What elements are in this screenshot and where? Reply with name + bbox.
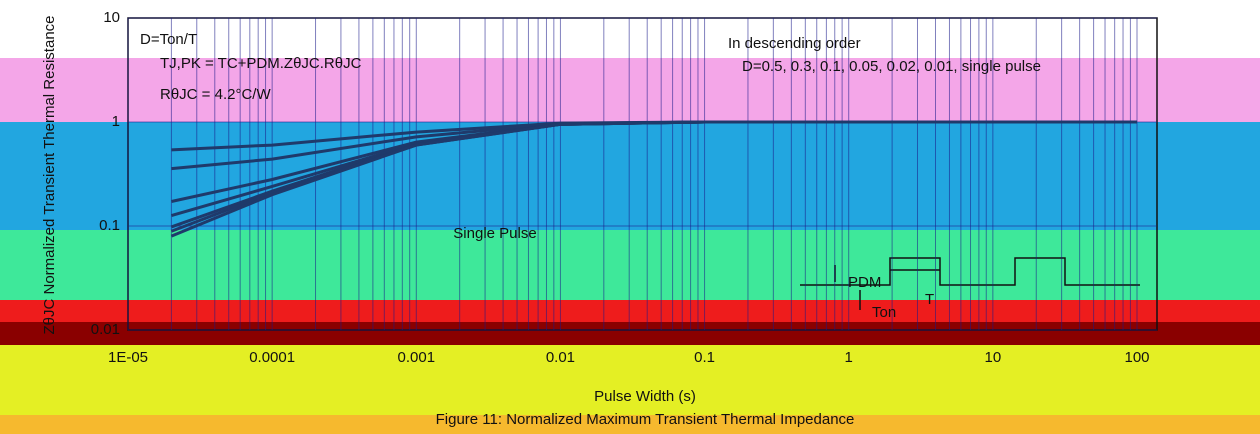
band <box>0 58 1260 122</box>
x-tick-label: 100 <box>1124 349 1149 366</box>
y-axis-label: ZθJC Normalized Transient Thermal Resist… <box>41 15 58 334</box>
annotation: In descending order <box>728 35 861 52</box>
x-tick-label: 0.0001 <box>249 349 295 366</box>
y-tick-label: 1 <box>112 113 120 130</box>
series-label: Single Pulse <box>453 225 536 242</box>
annotation: RθJC = 4.2°C/W <box>160 86 271 103</box>
annotation: Ton <box>872 304 896 321</box>
band <box>0 345 1260 415</box>
x-tick-label: 1E-05 <box>108 349 148 366</box>
band <box>0 322 1260 345</box>
annotation: D=0.5, 0.3, 0.1, 0.05, 0.02, 0.01, singl… <box>742 58 1041 75</box>
x-tick-label: 1 <box>845 349 853 366</box>
annotation: TJ,PK = TC+PDM.ZθJC.RθJC <box>160 55 362 72</box>
x-tick-label: 10 <box>985 349 1002 366</box>
annotation: PDM <box>848 274 881 291</box>
y-tick-label: 0.1 <box>99 217 120 234</box>
x-axis-label: Pulse Width (s) <box>594 388 696 405</box>
x-tick-label: 0.1 <box>694 349 715 366</box>
band <box>0 415 1260 434</box>
series-line <box>170 120 1137 238</box>
annotation: T <box>925 291 934 308</box>
chart-title: Figure 11: Normalized Maximum Transient … <box>436 411 855 428</box>
annotation: D=Ton/T <box>140 31 197 48</box>
y-tick-label: 0.01 <box>91 321 120 338</box>
band <box>0 230 1260 300</box>
x-tick-label: 0.001 <box>398 349 436 366</box>
x-tick-label: 0.01 <box>546 349 575 366</box>
pulse-waveform <box>800 257 1140 286</box>
y-tick-label: 10 <box>103 9 120 26</box>
band <box>0 122 1260 230</box>
